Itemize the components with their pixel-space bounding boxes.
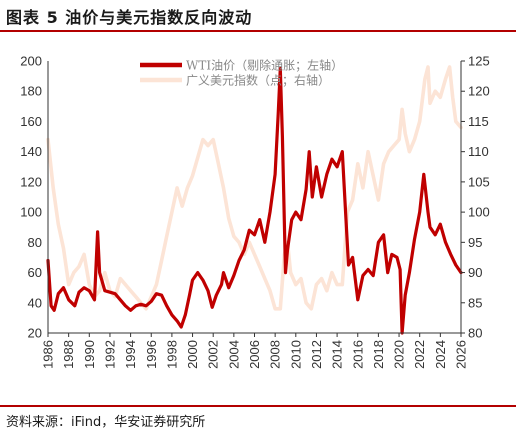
y-right-tick-label: 110 [468, 144, 489, 159]
y-right-tick-label: 85 [468, 295, 482, 310]
x-tick-label: 2006 [247, 340, 262, 369]
wti-series-layer [46, 66, 463, 335]
series-line-dollar-index [46, 65, 463, 311]
legend-label-dollar-index: 广义美元指数（点；右轴） [186, 73, 330, 88]
x-tick-label: 2000 [185, 340, 200, 369]
x-tick-label: 2026 [454, 340, 469, 369]
axes: 20 40 60 80 100 120 140 160 180 200 80 85 90 95 100 105… [20, 54, 489, 369]
y-right-tick-label: 100 [468, 205, 490, 220]
y-right-tick-label: 95 [468, 235, 482, 250]
y-left-tick-label: 40 [28, 295, 42, 310]
x-tick-label: 2014 [330, 340, 345, 369]
chart: 20 40 60 80 100 120 140 160 180 200 80 85 90 95 100 105… [20, 54, 489, 369]
y-right-tick-label: 80 [468, 326, 482, 341]
x-tick-label: 2020 [392, 340, 407, 369]
x-tick-label: 2024 [433, 340, 448, 369]
y-right-tick-label: 115 [468, 114, 489, 129]
title-rule [0, 30, 516, 32]
y-left-tick-label: 20 [28, 326, 42, 341]
x-tick-label: 1988 [61, 340, 76, 369]
y-left-tick-label: 160 [20, 114, 42, 129]
y-right-tick-label: 105 [468, 174, 490, 189]
x-tick-label: 2004 [226, 340, 241, 369]
y-left-tick-label: 200 [20, 54, 42, 69]
y-right-tick-label: 90 [468, 265, 482, 280]
x-tick-label: 2016 [350, 340, 365, 369]
y-left-tick-label: 100 [20, 205, 42, 220]
y-right-tick-label: 120 [468, 84, 490, 99]
source-rule [0, 405, 516, 407]
y-left-tick-label: 180 [20, 84, 42, 99]
x-tick-label: 1994 [123, 340, 138, 369]
x-tick-label: 2002 [206, 340, 221, 369]
legend: WTI油价（剔除通胀；左轴）广义美元指数（点；右轴） [140, 58, 343, 88]
x-tick-label: 1990 [82, 340, 97, 369]
x-tick-label: 2012 [309, 340, 324, 369]
x-tick-label: 2010 [288, 340, 303, 369]
x-tick-label: 2008 [268, 340, 283, 369]
y-left-tick-label: 80 [28, 235, 42, 250]
y-left-tick-label: 60 [28, 265, 42, 280]
dollar-index-series-layer [46, 65, 463, 311]
x-tick-label: 1996 [144, 340, 159, 369]
x-tick-label: 2022 [412, 340, 427, 369]
y-right-tick-label: 125 [468, 54, 490, 69]
x-tick-label: 1998 [164, 340, 179, 369]
x-tick-label: 1986 [41, 340, 56, 369]
legend-label-wti: WTI油价（剔除通胀；左轴） [186, 58, 343, 73]
y-left-tick-label: 120 [20, 174, 42, 189]
series-line-wti [46, 66, 463, 335]
figure-title: 图表 5 油价与美元指数反向波动 [6, 8, 253, 27]
y-left-tick-label: 140 [20, 144, 42, 159]
source-note: 资料来源：iFind，华安证券研究所 [6, 415, 206, 430]
x-tick-label: 1992 [102, 340, 117, 369]
x-tick-label: 2018 [371, 340, 386, 369]
